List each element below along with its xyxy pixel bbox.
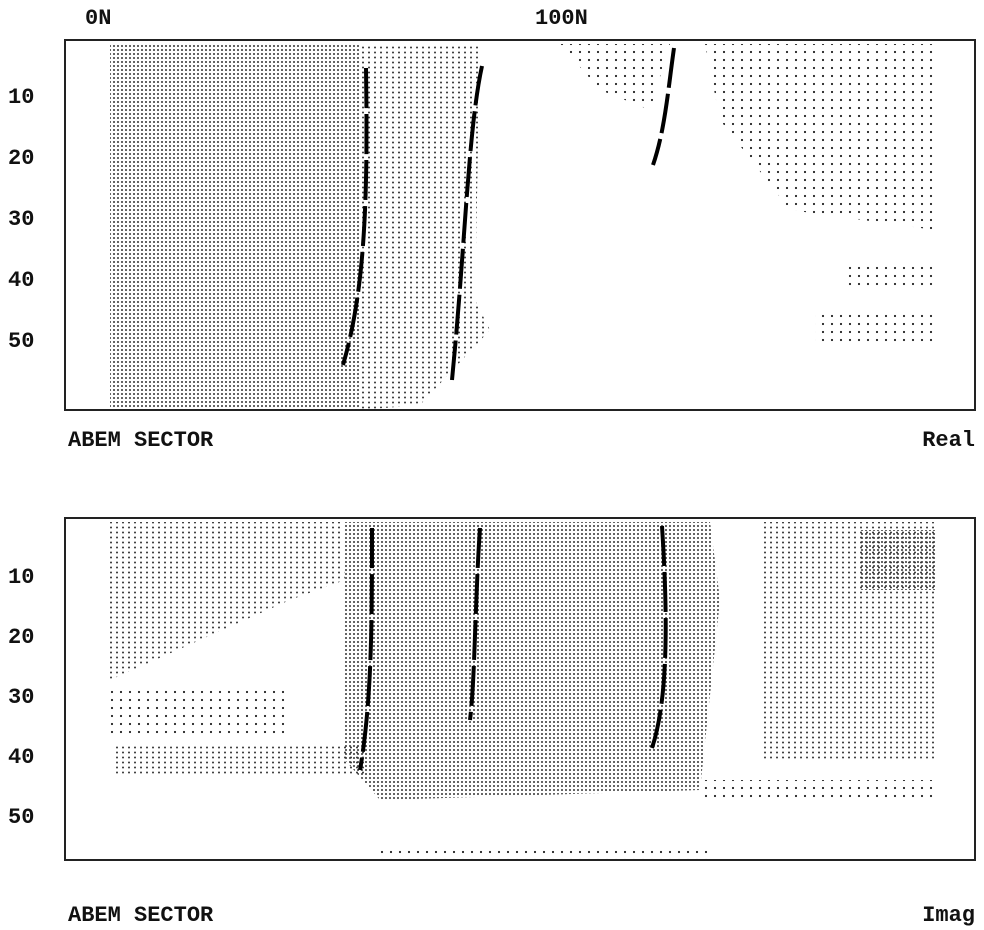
caption-left: ABEM SECTOR [68, 903, 214, 928]
panel-shading [110, 44, 935, 410]
panel-frame [64, 39, 976, 411]
y-label: 20 [8, 625, 34, 650]
y-label: 50 [8, 805, 34, 830]
boundary-lines [358, 525, 668, 771]
panel-shading [110, 522, 935, 860]
y-label: 10 [8, 85, 34, 110]
panel-frame [64, 517, 976, 861]
top-label: 0N [85, 6, 111, 31]
y-label: 10 [8, 565, 34, 590]
y-label: 30 [8, 207, 34, 232]
y-label: 50 [8, 329, 34, 354]
y-label: 30 [8, 685, 34, 710]
caption-right: Real [922, 428, 975, 453]
caption-right: Imag [922, 903, 975, 928]
y-label: 40 [8, 268, 34, 293]
top-label: 100N [535, 6, 588, 31]
caption-left: ABEM SECTOR [68, 428, 214, 453]
y-label: 40 [8, 745, 34, 770]
y-label: 20 [8, 146, 34, 171]
boundary-lines [341, 47, 676, 381]
